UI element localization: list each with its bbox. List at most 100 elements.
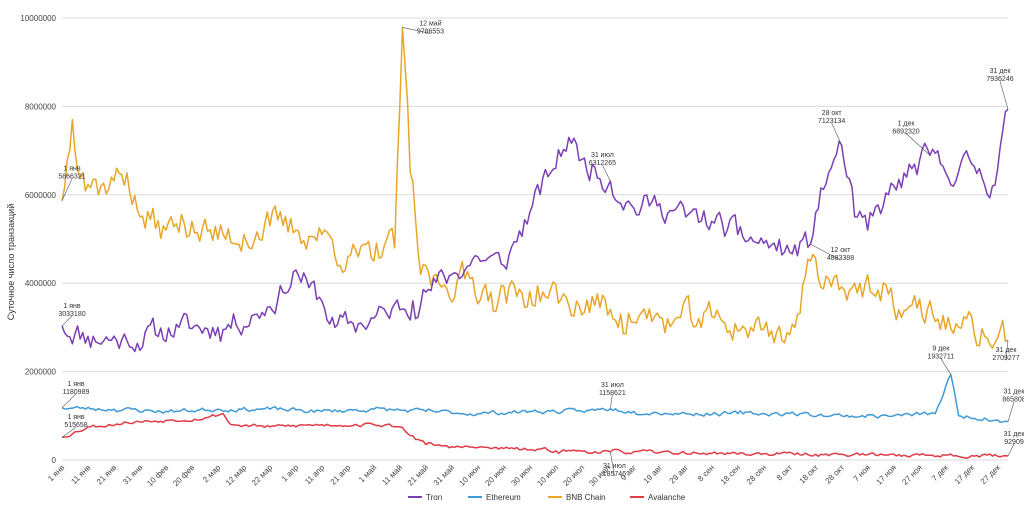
x-tick-label: 17 дек bbox=[953, 463, 977, 487]
x-tick-label: 31 май bbox=[432, 463, 456, 487]
x-tick-label: 11 май bbox=[380, 463, 404, 487]
x-axis-ticks: 1 янв 11 янв 21 янв 31 янв 10 фев 20 фев 2 мар… bbox=[46, 463, 1002, 488]
x-tick-label: 21 апр bbox=[329, 463, 353, 487]
annotation-value: 7936246 bbox=[986, 76, 1013, 83]
x-tick-label: 21 янв bbox=[95, 463, 118, 486]
y-tick-label: 10000000 bbox=[20, 14, 56, 23]
annotation-value: 1180989 bbox=[63, 389, 90, 396]
x-tick-label: 31 янв bbox=[121, 463, 144, 486]
y-tick-label: 8000000 bbox=[25, 102, 57, 111]
x-tick-label: 28 окт bbox=[824, 463, 847, 486]
annotation-leader bbox=[831, 123, 842, 146]
series-line-ethereum bbox=[61, 373, 1009, 423]
x-tick-label: 29 авг bbox=[668, 463, 691, 486]
x-tick-label: 27 дек bbox=[979, 463, 1003, 487]
annotation-date: 31 июл bbox=[603, 463, 626, 470]
annotation-value: 4883388 bbox=[827, 255, 854, 262]
annotation-date: 12 окт bbox=[830, 247, 851, 254]
annotation-date: 31 дек bbox=[1004, 389, 1024, 396]
x-tick-label: 7 ноя bbox=[852, 463, 872, 483]
x-tick-label: 12 мар bbox=[224, 463, 249, 488]
x-tick-label: 18 сен bbox=[719, 463, 742, 486]
x-tick-label: 18 окт bbox=[798, 463, 821, 486]
annotation-date: 28 окт bbox=[822, 110, 843, 117]
annotation-leader bbox=[1005, 340, 1009, 361]
y-tick-label: 0 bbox=[52, 456, 57, 465]
legend-label: Avalanche bbox=[648, 493, 686, 502]
y-tick-label: 4000000 bbox=[25, 279, 57, 288]
x-tick-label: 22 мар bbox=[250, 463, 275, 488]
annotation-leader bbox=[61, 426, 77, 438]
annotation-date: 1 янв bbox=[67, 414, 84, 421]
annotation-leader bbox=[402, 27, 431, 34]
grid bbox=[62, 17, 1008, 461]
annotation-date: 31 дек bbox=[996, 347, 1018, 354]
annotation-value: 7123134 bbox=[818, 118, 845, 125]
x-tick-label: 11 янв bbox=[69, 463, 92, 486]
annotation-date: 12 май bbox=[419, 19, 441, 27]
series-line-bnb-chain bbox=[61, 26, 1009, 349]
annotation-date: 31 дек bbox=[1004, 431, 1024, 438]
annotation-value: 6892320 bbox=[892, 128, 919, 135]
x-tick-label: 10 фев bbox=[145, 463, 170, 488]
x-tick-label: 20 июн bbox=[483, 463, 508, 488]
x-tick-label: 20 фев bbox=[171, 463, 196, 488]
annotation-date: 1 янв bbox=[63, 303, 80, 310]
x-tick-label: 28 сен bbox=[745, 463, 768, 486]
x-tick-label: 19 авг bbox=[642, 463, 665, 486]
annotation-value: 865808 bbox=[1002, 397, 1024, 404]
annotation-leader bbox=[1007, 401, 1015, 422]
x-tick-label: 20 июл bbox=[561, 463, 586, 488]
annotation-leader bbox=[1007, 443, 1015, 457]
legend-label: Tron bbox=[426, 493, 442, 502]
x-tick-label: 11 апр bbox=[303, 463, 327, 487]
annotation-leader bbox=[940, 358, 952, 375]
y-axis-label: Суточное число транзакций bbox=[6, 204, 16, 320]
annotation-date: 31 июл bbox=[601, 382, 624, 389]
x-tick-label: 27 ноя bbox=[900, 463, 924, 487]
legend-label: BNB Chain bbox=[566, 493, 606, 502]
annotation-value: 185746 bbox=[603, 471, 626, 478]
annotation-leader bbox=[61, 178, 73, 201]
annotation-leader bbox=[999, 81, 1009, 110]
y-tick-label: 2000000 bbox=[25, 368, 57, 377]
x-tick-label: 8 окт bbox=[775, 463, 795, 483]
annotation-date: 1 янв bbox=[63, 166, 80, 173]
annotation-leader bbox=[610, 394, 613, 409]
legend: Tron Ethereum BNB Chain Avalanche bbox=[408, 493, 686, 502]
annotation-leader bbox=[610, 451, 615, 476]
x-tick-label: 10 июл bbox=[535, 463, 560, 488]
annotation-date: 1 янв bbox=[67, 381, 84, 388]
x-tick-label: 10 июн bbox=[457, 463, 482, 488]
x-tick-label: 21 май bbox=[406, 463, 430, 487]
annotation-leader bbox=[61, 315, 73, 327]
annotation-leader bbox=[602, 164, 611, 182]
annotation-leader bbox=[905, 133, 931, 156]
annotation-leader bbox=[61, 393, 77, 409]
x-tick-label: 7 дек bbox=[930, 463, 950, 483]
annotation-leader bbox=[810, 243, 841, 261]
x-tick-label: 30 июн bbox=[509, 463, 534, 488]
annotation-date: 31 дек bbox=[990, 68, 1012, 75]
annotation-value: 5866321 bbox=[58, 174, 85, 181]
annotation-value: 92909 bbox=[1004, 439, 1024, 446]
annotation-value: 2709277 bbox=[992, 355, 1019, 362]
x-tick-label: 1 апр bbox=[280, 463, 301, 484]
annotation-value: 9786553 bbox=[417, 28, 444, 35]
annotation-value: 6312265 bbox=[589, 160, 616, 167]
annotation-value: 3033180 bbox=[58, 311, 85, 318]
series-line-avalanche bbox=[61, 412, 1009, 459]
annotation-value: 515658 bbox=[64, 422, 87, 429]
y-axis-ticks: 0 2000000 4000000 6000000 8000000 10000000 bbox=[20, 14, 56, 465]
x-tick-label: 1 янв bbox=[46, 463, 66, 483]
annotation-value: 1932711 bbox=[927, 354, 954, 361]
x-tick-label: 17 ноя bbox=[874, 463, 898, 487]
series-lines bbox=[61, 26, 1009, 459]
legend-label: Ethereum bbox=[486, 493, 521, 502]
x-tick-label: 8 сен bbox=[696, 463, 716, 483]
annotation-date: 31 июл bbox=[591, 152, 614, 159]
x-tick-label: 2 мар bbox=[201, 463, 223, 485]
series-line-tron bbox=[61, 108, 1009, 353]
